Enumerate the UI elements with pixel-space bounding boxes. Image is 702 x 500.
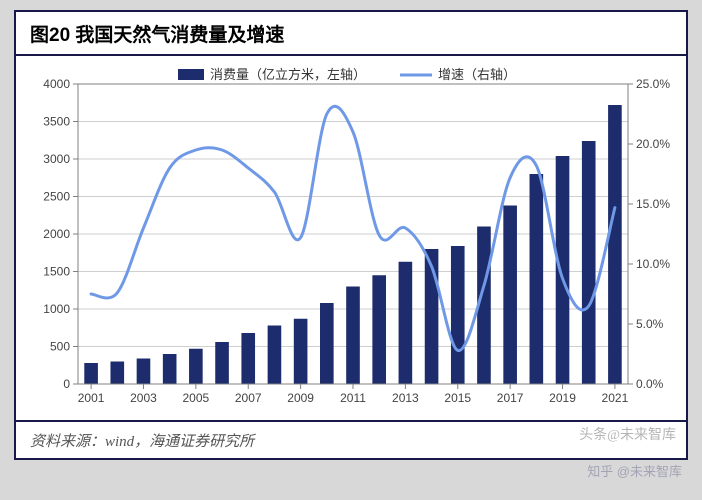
svg-text:2007: 2007: [235, 391, 262, 405]
svg-text:增速（右轴）: 增速（右轴）: [438, 67, 516, 82]
svg-text:25.0%: 25.0%: [636, 77, 670, 91]
svg-text:500: 500: [50, 340, 70, 354]
svg-text:3500: 3500: [43, 115, 70, 129]
chart-svg: 0 500 1000 1500 2000 2500 3000 3500 4000 0.0% 5.0%…: [16, 56, 690, 420]
watermark-zhihu: 知乎 @未来智库: [587, 461, 682, 480]
svg-text:10.0%: 10.0%: [636, 257, 670, 271]
svg-text:0.0%: 0.0%: [636, 377, 664, 391]
svg-text:消费量（亿立方米，左轴）: 消费量（亿立方米，左轴）: [210, 67, 366, 82]
svg-text:2017: 2017: [497, 391, 524, 405]
svg-text:1000: 1000: [43, 302, 70, 316]
svg-text:2003: 2003: [130, 391, 157, 405]
chart-frame: 图20 我国天然气消费量及增速 0 500 1000 1500 2000 2500 3000…: [14, 10, 688, 460]
svg-text:2011: 2011: [340, 391, 366, 405]
svg-text:15.0%: 15.0%: [636, 197, 670, 211]
svg-text:2001: 2001: [78, 391, 105, 405]
svg-text:5.0%: 5.0%: [636, 317, 664, 331]
svg-text:2009: 2009: [287, 391, 314, 405]
svg-text:2021: 2021: [602, 391, 629, 405]
svg-text:2500: 2500: [43, 190, 70, 204]
svg-text:2013: 2013: [392, 391, 419, 405]
chart-area: 0 500 1000 1500 2000 2500 3000 3500 4000 0.0% 5.0%…: [16, 56, 686, 420]
watermark-toutiao: 头条@未来智库: [579, 424, 676, 444]
svg-text:2019: 2019: [549, 391, 576, 405]
svg-text:2000: 2000: [43, 227, 70, 241]
svg-text:4000: 4000: [43, 77, 70, 91]
svg-text:3000: 3000: [43, 152, 70, 166]
svg-text:20.0%: 20.0%: [636, 137, 670, 151]
svg-text:2005: 2005: [183, 391, 210, 405]
svg-text:2015: 2015: [444, 391, 471, 405]
svg-text:0: 0: [63, 377, 70, 391]
chart-title: 图20 我国天然气消费量及增速: [16, 12, 686, 56]
svg-text:1500: 1500: [43, 265, 70, 279]
